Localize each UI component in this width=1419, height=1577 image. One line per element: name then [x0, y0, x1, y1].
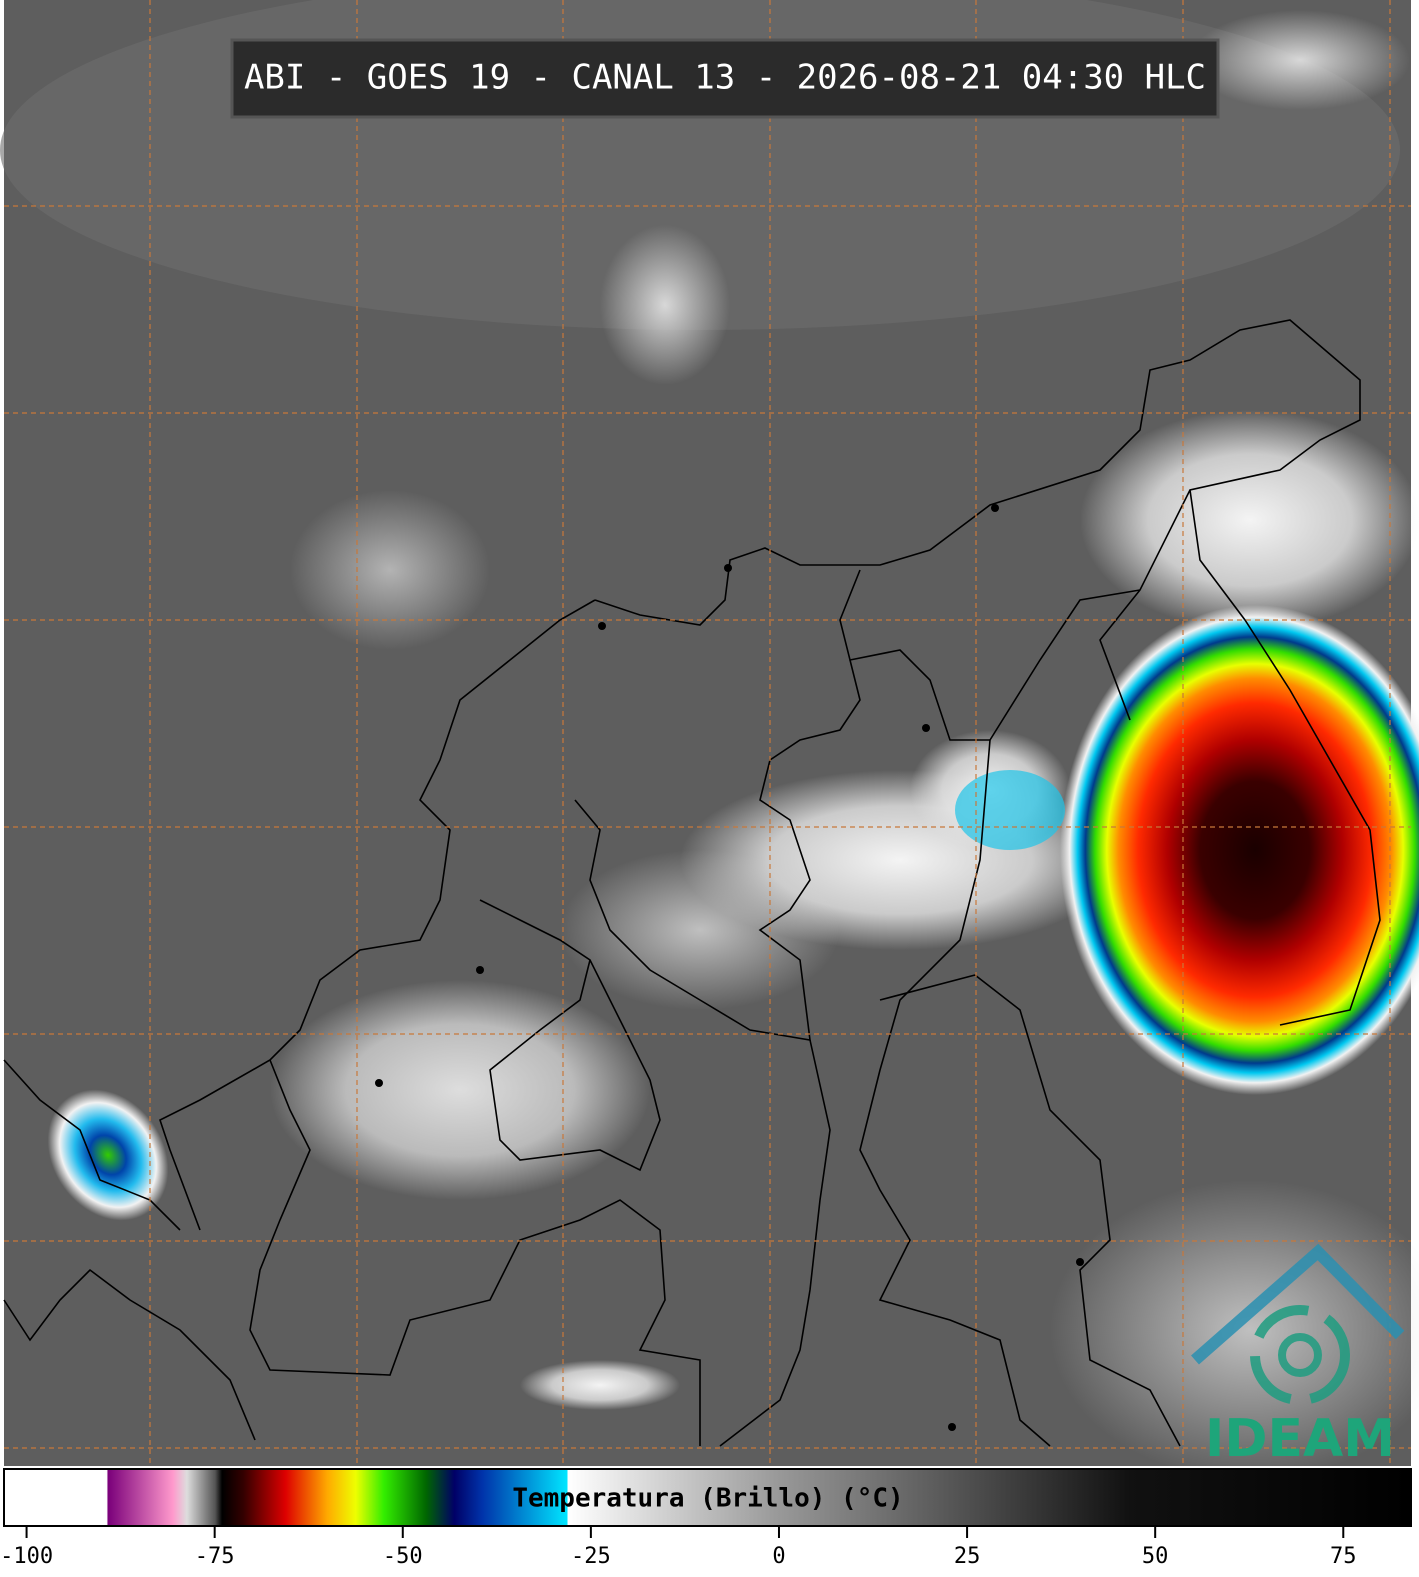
tick-label: 0 [772, 1544, 785, 1569]
small-storm [47, 1089, 169, 1221]
tick-label: -100 [0, 1544, 53, 1569]
clouds [0, 0, 1419, 1480]
graticule [4, 0, 1411, 1466]
tick-label: 75 [1330, 1544, 1357, 1569]
tick-label: -25 [571, 1544, 611, 1569]
storm-cloud [1060, 605, 1419, 1095]
title-box [230, 38, 1220, 119]
tick-label: 50 [1142, 1544, 1169, 1569]
title: ABI - GOES 19 - CANAL 13 - 2026-08-21 04… [244, 58, 1206, 98]
colorbar-label: Temperatura (Brillo) (°C) [512, 1484, 903, 1514]
tick-label: -75 [195, 1544, 235, 1569]
tick-label: 25 [954, 1544, 981, 1569]
colorbar-ticks: -100 -75 -50 -25 0 25 50 75 [0, 1526, 1357, 1569]
colorbar [3, 1468, 1412, 1527]
cold-cloud [955, 770, 1065, 850]
logo: IDEAM [1191, 1243, 1405, 1469]
tick-label: -50 [383, 1544, 423, 1569]
logo-text: IDEAM [1205, 1409, 1395, 1469]
cities [375, 504, 1084, 1431]
